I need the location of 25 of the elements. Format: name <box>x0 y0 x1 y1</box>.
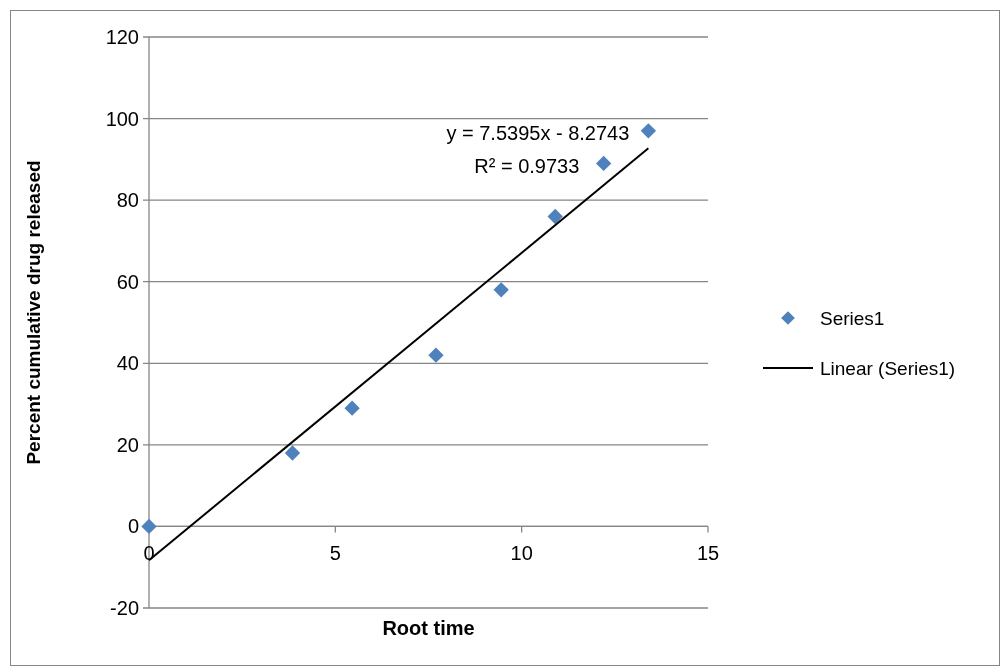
y-tick-label: -20 <box>110 597 139 619</box>
y-tick-label: 120 <box>105 26 139 48</box>
point <box>284 445 301 461</box>
y-tick-label: 100 <box>105 107 139 130</box>
y-tick-label: 60 <box>116 270 139 293</box>
annotation: y = 7.5395x - 8.2743 <box>446 122 630 144</box>
point <box>640 123 657 139</box>
y-tick-label: 0 <box>127 515 139 538</box>
point <box>493 282 509 298</box>
point <box>547 208 563 225</box>
legend-label: Series1 <box>820 307 885 329</box>
y-tick-label: 40 <box>116 352 139 375</box>
x-tick-label: 10 <box>510 542 533 565</box>
x-tick-label: 15 <box>696 542 720 565</box>
x-tick-label: 5 <box>329 542 341 565</box>
y-axis-title: Percent cumulative drug released <box>23 160 44 465</box>
y-tick-label: 80 <box>116 189 139 212</box>
x-axis-title: Root time <box>382 617 475 639</box>
point <box>344 400 360 416</box>
point <box>428 347 444 363</box>
legend-label: Linear (Series1) <box>820 357 956 379</box>
y-tick-label: 20 <box>116 433 139 456</box>
point <box>141 518 157 535</box>
annotation: R² = 0.9733 <box>474 155 580 177</box>
point <box>595 155 612 172</box>
